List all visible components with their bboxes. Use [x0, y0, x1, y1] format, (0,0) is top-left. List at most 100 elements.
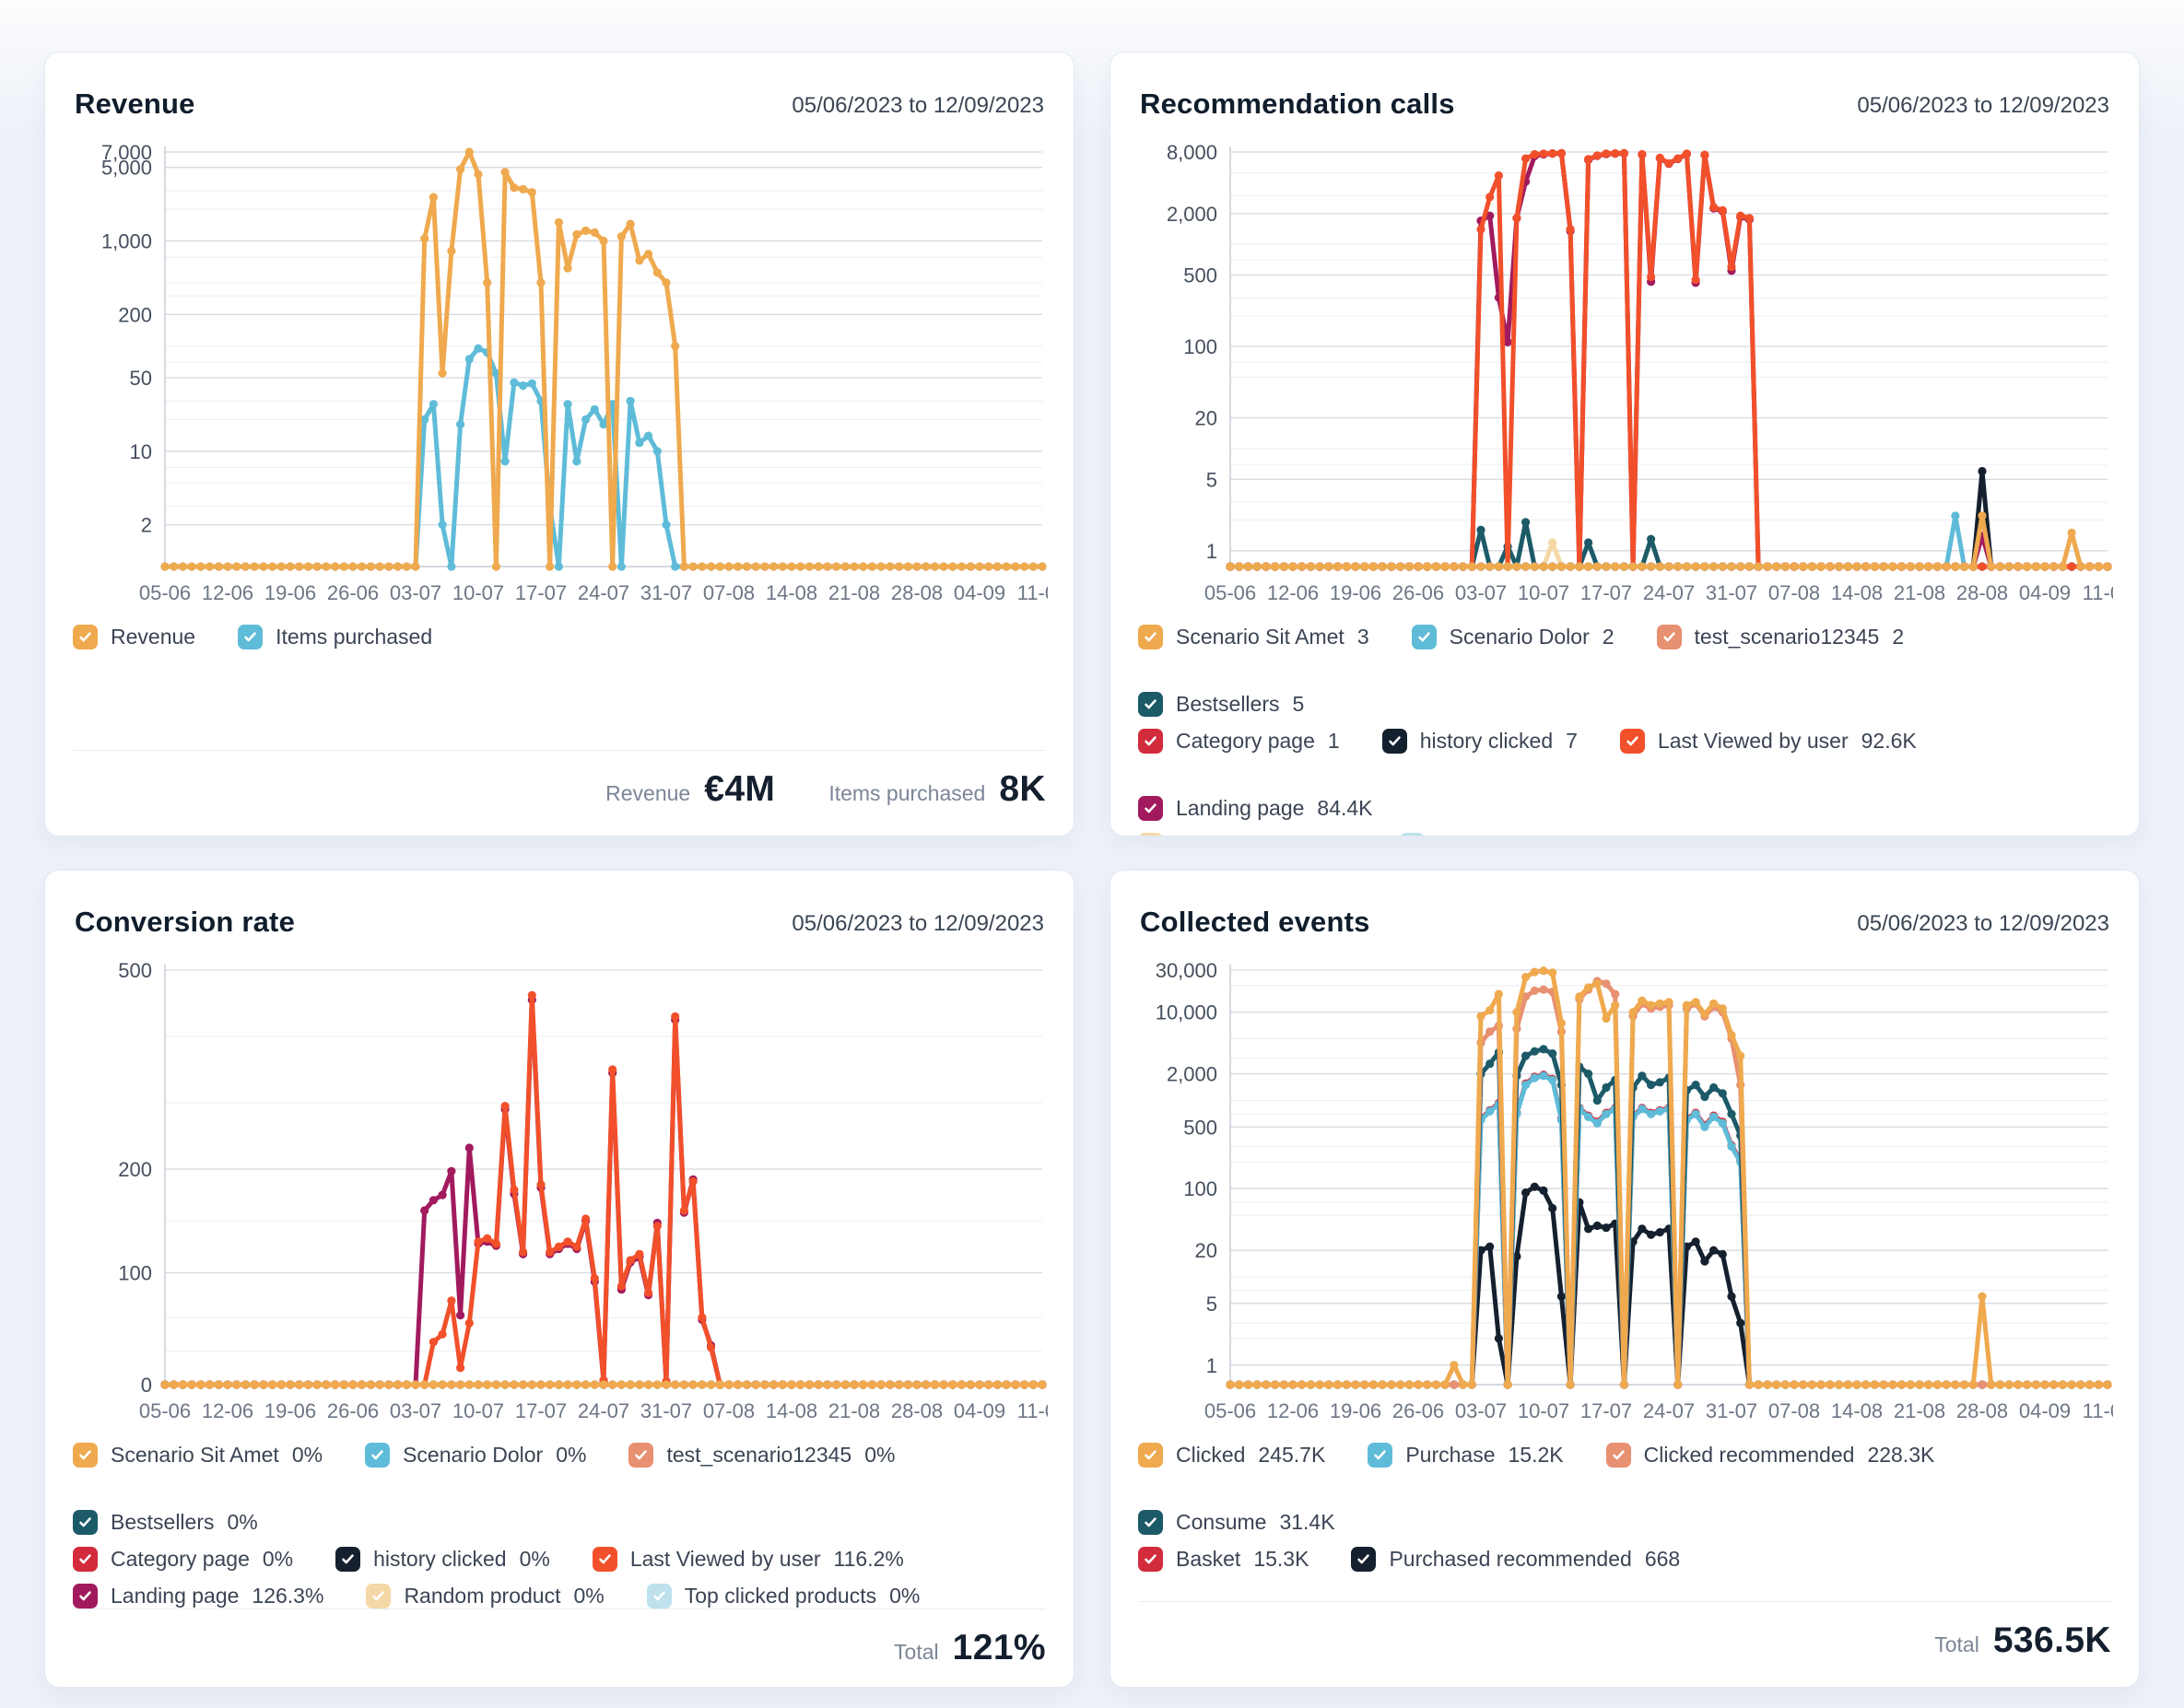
legend-item-category-page[interactable]: Category page 0% [73, 1547, 293, 1572]
legend-label: Category page [1176, 729, 1315, 753]
legend-checkbox-category-page[interactable] [1138, 729, 1163, 754]
legend-checkbox-clicked[interactable] [1138, 1443, 1163, 1468]
legend-item-items-purchased[interactable]: Items purchased [238, 625, 432, 649]
svg-text:03-07: 03-07 [390, 1399, 441, 1422]
svg-text:10-07: 10-07 [452, 581, 504, 604]
legend-checkbox-basket[interactable] [1138, 1547, 1163, 1572]
legend-checkbox-category-page[interactable] [73, 1547, 98, 1572]
legend-value: 116.2% [833, 1547, 904, 1571]
legend-checkbox-scenario-sit-amet[interactable] [73, 1443, 98, 1468]
legend-item-history-clicked[interactable]: history clicked 0% [335, 1547, 550, 1572]
legend-item-scenario-dolor[interactable]: Scenario Dolor 2 [1411, 625, 1615, 649]
svg-text:10: 10 [130, 440, 152, 463]
legend-checkbox-scenario-sit-amet[interactable] [1138, 625, 1163, 649]
legend-checkbox-history-clicked[interactable] [335, 1547, 361, 1572]
legend-checkbox-clicked-recommended[interactable] [1605, 1443, 1631, 1468]
svg-text:24-07: 24-07 [1643, 1399, 1695, 1422]
svg-text:07-08: 07-08 [1768, 581, 1820, 604]
svg-text:10-07: 10-07 [1518, 1399, 1569, 1422]
legend-label: Items purchased [276, 625, 433, 649]
svg-text:05-06: 05-06 [1204, 1399, 1256, 1422]
legend-item-purchased-recommended[interactable]: Purchased recommended 668 [1351, 1547, 1680, 1572]
stat-total: Total 121% [894, 1628, 1046, 1668]
legend-label: test_scenario12345 [666, 1443, 852, 1467]
legend-item-category-page[interactable]: Category page 1 [1138, 729, 1340, 754]
svg-text:26-06: 26-06 [1392, 1399, 1444, 1422]
legend-label: history clicked [373, 1547, 507, 1571]
svg-text:28-08: 28-08 [1956, 581, 2008, 604]
stat-label: Total [1934, 1632, 1979, 1656]
legend-label: Bestsellers [111, 1510, 215, 1534]
svg-text:2: 2 [141, 514, 152, 537]
stat-items-purchased: Items purchased 8K [828, 769, 1046, 810]
legend-checkbox-purchased-recommended[interactable] [1351, 1547, 1377, 1572]
svg-text:1: 1 [1206, 540, 1217, 563]
legend-item-history-clicked[interactable]: history clicked 7 [1381, 729, 1578, 754]
legend-checkbox-test-scenario12345[interactable] [628, 1443, 654, 1468]
card-header: Collected events 05/06/2023 to 12/09/202… [1138, 906, 2111, 939]
legend-item-top-clicked-products[interactable]: Top clicked products 1 [1399, 833, 1654, 836]
legend-value: 2 [1892, 625, 1905, 649]
series-line-landing-page [1227, 151, 2110, 569]
stat-value: 536.5K [1992, 1620, 2111, 1660]
card-header: Recommendation calls 05/06/2023 to 12/09… [1138, 88, 2111, 121]
legend-checkbox-landing-page[interactable] [73, 1584, 98, 1609]
legend-checkbox-test-scenario12345[interactable] [1656, 625, 1682, 649]
legend-item-purchase[interactable]: Purchase 15.2K [1368, 1443, 1564, 1468]
series-points-clicked [1226, 966, 2112, 1389]
legend-item-last-viewed-by-user[interactable]: Last Viewed by user 92.6K [1619, 729, 1917, 754]
legend-label: Category page [111, 1547, 250, 1571]
stat-label: Revenue [605, 781, 691, 805]
legend-checkbox-history-clicked[interactable] [1381, 729, 1407, 754]
legend-checkbox-bestsellers[interactable] [1138, 692, 1163, 717]
legend-checkbox-revenue[interactable] [73, 625, 98, 649]
legend-item-scenario-dolor[interactable]: Scenario Dolor 0% [365, 1443, 586, 1468]
legend-item-last-viewed-by-user[interactable]: Last Viewed by user 116.2% [592, 1547, 904, 1572]
legend-checkbox-consume[interactable] [1138, 1510, 1163, 1535]
legend-value: 668 [1644, 1547, 1681, 1571]
legend-item-clicked[interactable]: Clicked 245.7K [1138, 1443, 1325, 1468]
legend-checkbox-purchase[interactable] [1368, 1443, 1393, 1468]
svg-text:24-07: 24-07 [1643, 581, 1695, 604]
legend-checkbox-items-purchased[interactable] [238, 625, 264, 649]
svg-text:07-08: 07-08 [703, 581, 755, 604]
legend-label: Last Viewed by user [629, 1547, 821, 1571]
legend-item-test-scenario12345[interactable]: test_scenario12345 2 [1656, 625, 1905, 649]
legend-label: Revenue [111, 625, 196, 649]
legend-item-scenario-sit-amet[interactable]: Scenario Sit Amet 0% [73, 1443, 323, 1468]
legend-checkbox-scenario-dolor[interactable] [365, 1443, 391, 1468]
svg-text:30,000: 30,000 [1156, 959, 1217, 982]
revenue-chart: 7,000 5,000 1,000 200 50 10 2 05-06 12-06 19-06 26… [73, 141, 1067, 610]
legend-item-clicked-recommended[interactable]: Clicked recommended 228.3K [1605, 1443, 1934, 1468]
svg-text:500: 500 [118, 959, 152, 982]
legend-item-top-clicked-products[interactable]: Top clicked products 0% [646, 1584, 920, 1609]
legend-item-random-product[interactable]: Random product 0% [366, 1584, 605, 1609]
legend-checkbox-random-product[interactable] [366, 1584, 392, 1609]
legend-item-bestsellers[interactable]: Bestsellers 5 [1138, 692, 1304, 717]
svg-text:17-07: 17-07 [515, 1399, 567, 1422]
legend-checkbox-random-product[interactable] [1138, 833, 1163, 836]
legend-item-landing-page[interactable]: Landing page 84.4K [1138, 796, 1373, 821]
legend-label: Last Viewed by user [1657, 729, 1849, 753]
legend-item-landing-page[interactable]: Landing page 126.3% [73, 1584, 323, 1609]
svg-text:31-07: 31-07 [1706, 1399, 1757, 1422]
legend-checkbox-top-clicked-products[interactable] [1399, 833, 1425, 836]
legend-checkbox-landing-page[interactable] [1138, 796, 1163, 821]
svg-text:12-06: 12-06 [1267, 581, 1319, 604]
legend-item-scenario-sit-amet[interactable]: Scenario Sit Amet 3 [1138, 625, 1369, 649]
legend-item-bestsellers[interactable]: Bestsellers 0% [73, 1510, 258, 1535]
legend-checkbox-bestsellers[interactable] [73, 1510, 98, 1535]
legend-checkbox-last-viewed-by-user[interactable] [592, 1547, 617, 1572]
legend-item-test-scenario12345[interactable]: test_scenario12345 0% [628, 1443, 895, 1468]
svg-text:10-07: 10-07 [1518, 581, 1569, 604]
legend-checkbox-top-clicked-products[interactable] [646, 1584, 672, 1609]
legend-item-consume[interactable]: Consume 31.4K [1138, 1510, 1335, 1535]
legend-checkbox-scenario-dolor[interactable] [1411, 625, 1437, 649]
conversion-rate-card: Conversion rate 05/06/2023 to 12/09/2023… [44, 870, 1074, 1688]
series-points-purchased-recommended [1226, 1182, 2112, 1389]
svg-text:200: 200 [118, 1158, 152, 1181]
legend-checkbox-last-viewed-by-user[interactable] [1619, 729, 1645, 754]
legend-item-random-product[interactable]: Random product 1 [1138, 833, 1357, 836]
legend-item-basket[interactable]: Basket 15.3K [1138, 1547, 1309, 1572]
legend-item-revenue[interactable]: Revenue [73, 625, 195, 649]
